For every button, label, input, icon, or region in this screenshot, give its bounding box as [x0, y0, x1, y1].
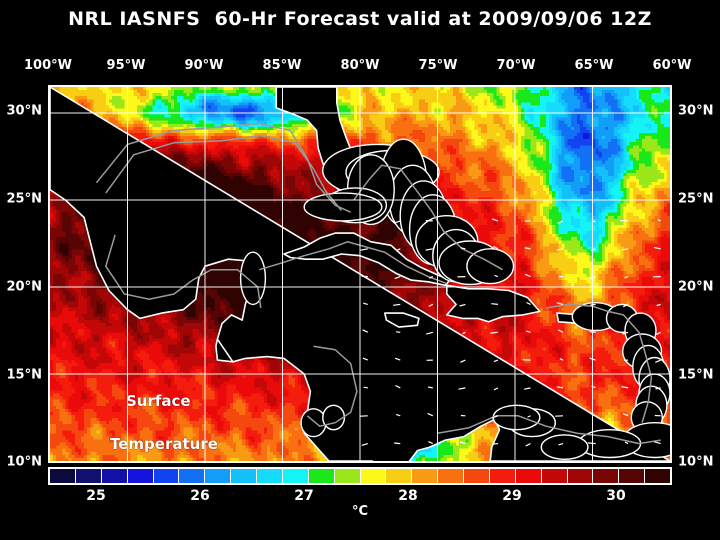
colorbar-cell [567, 469, 594, 483]
colorbar[interactable] [48, 467, 672, 485]
colorbar-cell [386, 469, 413, 483]
colorbar-tick-26: 26 [190, 488, 209, 504]
sst-field-svg [50, 87, 670, 461]
colorbar-cell [464, 469, 490, 483]
colorbar-tick-30: 30 [606, 488, 625, 504]
lon-tick-80w: 80°W [341, 58, 380, 73]
lon-tick-70w: 70°W [497, 58, 536, 73]
lon-tick-65w: 65°W [575, 58, 614, 73]
colorbar-cell [153, 469, 180, 483]
lat-tick-left-10n: 10°N [7, 455, 42, 470]
lat-tick-right-15n: 15°N [678, 368, 713, 383]
colorbar-cell [127, 469, 154, 483]
lat-tick-left-25n: 25°N [7, 192, 42, 207]
colorbar-cell [619, 469, 646, 483]
lon-tick-90w: 90°W [185, 58, 224, 73]
lat-tick-left-15n: 15°N [7, 368, 42, 383]
colorbar-cell [438, 469, 464, 483]
colorbar-tick-25: 25 [86, 488, 105, 504]
colorbar-cell [257, 469, 283, 483]
colorbar-cell [593, 469, 620, 483]
page-title: NRL IASNFS 60-Hr Forecast valid at 2009/… [0, 8, 720, 30]
colorbar-cell [231, 469, 257, 483]
colorbar-cell [308, 469, 335, 483]
lat-tick-right-10n: 10°N [678, 455, 713, 470]
lon-tick-95w: 95°W [107, 58, 146, 73]
colorbar-units-label: °C [0, 504, 720, 519]
colorbar-tick-28: 28 [398, 488, 417, 504]
field-label-line1: Surface [126, 392, 191, 410]
colorbar-cell [360, 469, 387, 483]
lat-tick-right-20n: 20°N [678, 280, 713, 295]
colorbar-cell [205, 469, 232, 483]
lon-tick-75w: 75°W [419, 58, 458, 73]
lat-tick-right-25n: 25°N [678, 192, 713, 207]
map-plot-area[interactable]: Surface Temperature [48, 85, 672, 463]
colorbar-cell [101, 469, 128, 483]
colorbar-tick-27: 27 [294, 488, 313, 504]
lon-tick-60w: 60°W [653, 58, 692, 73]
colorbar-cell [489, 469, 516, 483]
colorbar-cell [515, 469, 542, 483]
colorbar-cell [541, 469, 568, 483]
colorbar-cell [179, 469, 206, 483]
colorbar-cell [412, 469, 439, 483]
lon-tick-100w: 100°W [24, 58, 72, 73]
colorbar-tick-29: 29 [502, 488, 521, 504]
colorbar-cell [50, 469, 76, 483]
colorbar-cell [75, 469, 102, 483]
colorbar-cell [282, 469, 309, 483]
lat-tick-left-30n: 30°N [7, 104, 42, 119]
colorbar-cell [334, 469, 361, 483]
lat-tick-right-30n: 30°N [678, 104, 713, 119]
field-label-line2: Temperature [110, 435, 218, 453]
lat-tick-left-20n: 20°N [7, 280, 42, 295]
colorbar-cell [645, 469, 670, 483]
lon-tick-85w: 85°W [263, 58, 302, 73]
